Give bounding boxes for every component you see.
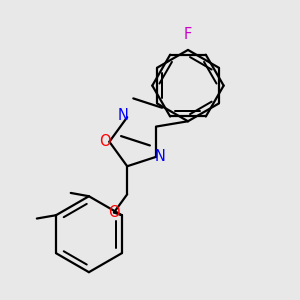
Text: F: F [184,27,192,42]
Text: N: N [154,149,165,164]
Text: N: N [118,108,129,123]
Text: O: O [108,205,120,220]
Text: O: O [100,134,111,149]
